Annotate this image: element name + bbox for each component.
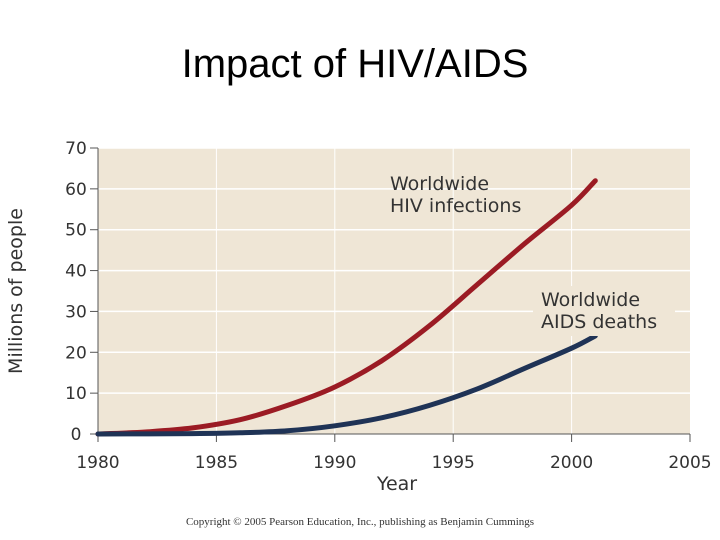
- series-label-line: HIV infections: [390, 195, 521, 217]
- x-tick-label: 2005: [668, 453, 711, 473]
- axes: 0 10 20 30 40 50 60 70 1980 1985 1990 1995 2000 2005: [65, 139, 711, 473]
- y-tick-label: 70: [65, 139, 87, 159]
- copyright-notice: Copyright © 2005 Pearson Education, Inc.…: [185, 516, 535, 528]
- aids-deaths-line: [95, 333, 598, 437]
- slide-title: Impact of HIV/AIDS: [181, 42, 529, 86]
- series-label-line: Worldwide: [390, 173, 489, 195]
- series-label-line: AIDS deaths: [541, 311, 657, 333]
- gridlines: [98, 147, 690, 434]
- y-tick-label: 40: [65, 262, 87, 282]
- y-tick-label: 30: [65, 302, 87, 322]
- y-tick-label: 10: [65, 384, 87, 404]
- x-tick-label: 1980: [76, 453, 119, 473]
- x-tick-label: 1995: [432, 453, 475, 473]
- hiv-infections-line: [95, 178, 598, 437]
- x-axis-title: Year: [376, 473, 417, 495]
- x-tick-label: 1990: [313, 453, 356, 473]
- x-tick-label: 2000: [550, 453, 593, 473]
- y-tick-label: 0: [71, 425, 82, 445]
- y-tick-label: 20: [65, 343, 87, 363]
- label-backdrop: [533, 286, 675, 336]
- y-tick-label: 50: [65, 221, 87, 241]
- series-label-line: Worldwide: [541, 289, 640, 311]
- y-tick-label: 60: [65, 180, 87, 200]
- series-lines: [95, 178, 598, 437]
- x-tick-label: 1985: [195, 453, 238, 473]
- y-axis-title: Millions of people: [5, 208, 27, 374]
